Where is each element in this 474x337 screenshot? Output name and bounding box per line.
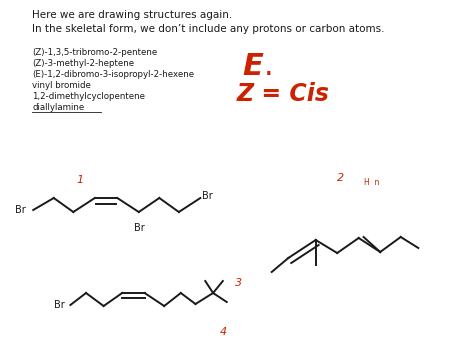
Text: Here we are drawing structures again.: Here we are drawing structures again. [32,10,233,20]
Text: Br: Br [134,223,145,233]
Text: 4: 4 [220,327,227,337]
Text: diallylamine: diallylamine [32,103,84,112]
Text: Z = Cis: Z = Cis [237,82,329,106]
Text: (Z)-1,3,5-tribromo-2-pentene: (Z)-1,3,5-tribromo-2-pentene [32,48,157,57]
Text: (E)-1,2-dibromo-3-isopropyl-2-hexene: (E)-1,2-dibromo-3-isopropyl-2-hexene [32,70,194,79]
Text: Br: Br [15,205,26,215]
Text: .: . [264,52,273,81]
Text: vinyl bromide: vinyl bromide [32,81,91,90]
Text: Br: Br [202,191,213,201]
Text: 2: 2 [337,173,344,183]
Text: 1: 1 [76,175,83,185]
Text: H  n: H n [364,178,379,187]
Text: Br: Br [54,300,64,310]
Text: (Z)-3-methyl-2-heptene: (Z)-3-methyl-2-heptene [32,59,134,68]
Text: In the skeletal form, we don’t include any protons or carbon atoms.: In the skeletal form, we don’t include a… [32,24,385,34]
Text: 1,2-dimethylcyclopentene: 1,2-dimethylcyclopentene [32,92,145,101]
Text: E: E [242,52,263,81]
Text: 3: 3 [235,278,242,288]
